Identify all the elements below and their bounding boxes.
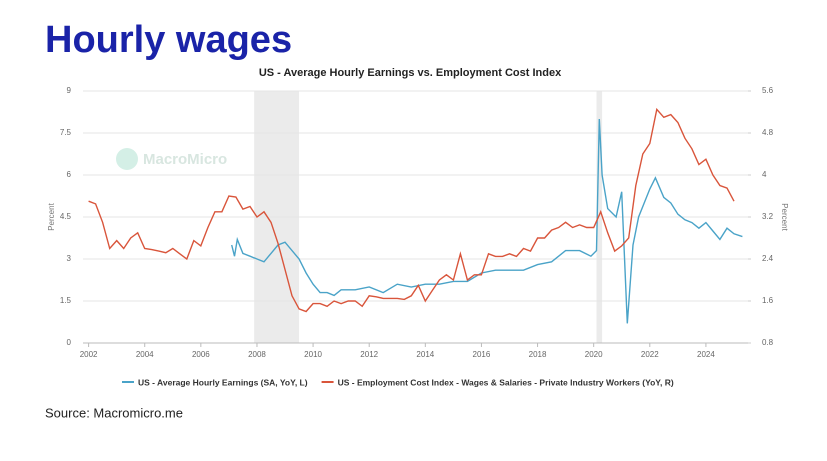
legend-label: US - Employment Cost Index - Wages & Sal… [338, 377, 674, 387]
y2-tick-label: 4.8 [762, 128, 774, 137]
y-tick-label: 7.5 [60, 128, 72, 137]
y-tick-label: 4.5 [60, 212, 72, 221]
y-tick-label: 0 [67, 338, 72, 347]
y2-tick-label: 2.4 [762, 254, 774, 263]
x-tick-label: 2012 [360, 350, 378, 359]
y-tick-label: 6 [67, 170, 72, 179]
y2-tick-label: 0.8 [762, 338, 774, 347]
watermark: MacroMicro [143, 151, 227, 168]
y-tick-label: 3 [67, 254, 72, 263]
y-axis-label: Percent [47, 202, 56, 230]
y-tick-label: 1.5 [60, 296, 72, 305]
y2-tick-label: 1.6 [762, 296, 774, 305]
x-tick-label: 2006 [192, 350, 210, 359]
y2-tick-label: 3.2 [762, 212, 774, 221]
y2-axis-label: Percent [780, 203, 789, 231]
x-tick-label: 2008 [248, 350, 266, 359]
source-note: Source: Macromicro.me [45, 405, 183, 420]
x-tick-label: 2010 [304, 350, 322, 359]
watermark-logo [116, 148, 138, 170]
series-line [231, 118, 743, 324]
y-tick-label: 9 [67, 86, 72, 95]
page-heading: Hourly wages [45, 19, 292, 61]
x-tick-label: 2002 [80, 350, 98, 359]
legend-label: US - Average Hourly Earnings (SA, YoY, L… [138, 377, 308, 387]
y2-tick-label: 5.6 [762, 86, 774, 95]
x-tick-label: 2024 [697, 350, 715, 359]
x-tick-label: 2022 [641, 350, 659, 359]
x-tick-label: 2004 [136, 350, 154, 359]
y2-tick-label: 4 [762, 170, 767, 179]
x-tick-label: 2020 [585, 350, 603, 359]
series-line [88, 107, 735, 313]
chart-title: US - Average Hourly Earnings vs. Employm… [259, 67, 562, 79]
x-tick-label: 2018 [529, 350, 547, 359]
x-tick-label: 2014 [416, 350, 434, 359]
x-tick-label: 2016 [473, 350, 491, 359]
